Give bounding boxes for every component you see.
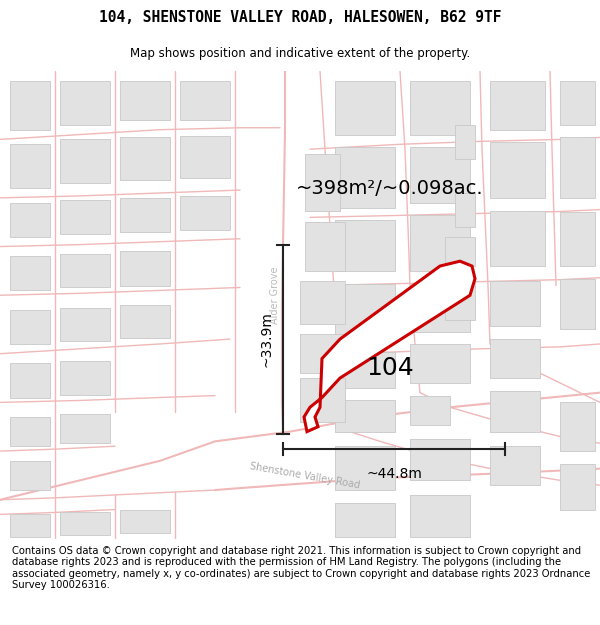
Polygon shape [410, 216, 470, 271]
Polygon shape [335, 81, 395, 134]
Text: ~33.9m: ~33.9m [259, 311, 273, 367]
Polygon shape [410, 284, 470, 332]
Polygon shape [10, 417, 50, 446]
Polygon shape [455, 125, 475, 159]
Polygon shape [335, 401, 395, 432]
Polygon shape [445, 237, 475, 266]
Polygon shape [10, 310, 50, 344]
Polygon shape [490, 142, 545, 198]
Polygon shape [300, 281, 345, 324]
Polygon shape [455, 193, 475, 227]
Polygon shape [560, 402, 595, 451]
Polygon shape [60, 512, 110, 535]
Polygon shape [10, 514, 50, 537]
Polygon shape [300, 334, 345, 373]
Text: Alder Grove: Alder Grove [270, 266, 280, 324]
Polygon shape [335, 446, 395, 490]
Polygon shape [445, 281, 475, 319]
Polygon shape [120, 198, 170, 232]
Text: Map shows position and indicative extent of the property.: Map shows position and indicative extent… [130, 47, 470, 60]
Polygon shape [60, 361, 110, 394]
Text: Contains OS data © Crown copyright and database right 2021. This information is : Contains OS data © Crown copyright and d… [12, 546, 590, 591]
Polygon shape [305, 154, 340, 211]
Polygon shape [560, 138, 595, 198]
Polygon shape [410, 495, 470, 537]
Polygon shape [10, 81, 50, 129]
Polygon shape [10, 461, 50, 490]
Polygon shape [120, 251, 170, 286]
Polygon shape [410, 439, 470, 480]
Polygon shape [60, 308, 110, 341]
Polygon shape [490, 339, 540, 378]
Polygon shape [60, 200, 110, 234]
Polygon shape [410, 344, 470, 383]
Polygon shape [60, 139, 110, 183]
Polygon shape [10, 144, 50, 188]
Polygon shape [410, 396, 450, 425]
Polygon shape [180, 196, 230, 230]
Polygon shape [335, 352, 395, 388]
Text: 104: 104 [366, 356, 414, 380]
Polygon shape [10, 256, 50, 291]
Polygon shape [560, 279, 595, 329]
Text: ~398m²/~0.098ac.: ~398m²/~0.098ac. [296, 179, 484, 198]
Polygon shape [300, 378, 345, 422]
Polygon shape [490, 281, 540, 326]
Polygon shape [490, 81, 545, 129]
Polygon shape [120, 81, 170, 120]
Polygon shape [120, 305, 170, 338]
Polygon shape [410, 148, 470, 202]
Polygon shape [180, 136, 230, 178]
Polygon shape [10, 363, 50, 398]
Text: ~44.8m: ~44.8m [366, 467, 422, 481]
Polygon shape [335, 503, 395, 537]
Polygon shape [490, 391, 540, 432]
Polygon shape [60, 414, 110, 443]
Polygon shape [60, 254, 110, 288]
Polygon shape [60, 81, 110, 125]
Polygon shape [305, 222, 345, 271]
Polygon shape [560, 464, 595, 509]
Polygon shape [120, 138, 170, 181]
Polygon shape [490, 211, 545, 266]
Polygon shape [490, 446, 540, 485]
Polygon shape [410, 81, 470, 134]
Polygon shape [304, 261, 475, 432]
Polygon shape [180, 81, 230, 120]
Polygon shape [120, 509, 170, 533]
Polygon shape [560, 213, 595, 266]
Polygon shape [560, 81, 595, 125]
Polygon shape [10, 202, 50, 237]
Text: Shenstone Valley Road: Shenstone Valley Road [249, 461, 361, 490]
Polygon shape [335, 284, 395, 339]
Text: 104, SHENSTONE VALLEY ROAD, HALESOWEN, B62 9TF: 104, SHENSTONE VALLEY ROAD, HALESOWEN, B… [99, 10, 501, 25]
Polygon shape [335, 220, 395, 271]
Polygon shape [335, 148, 395, 208]
